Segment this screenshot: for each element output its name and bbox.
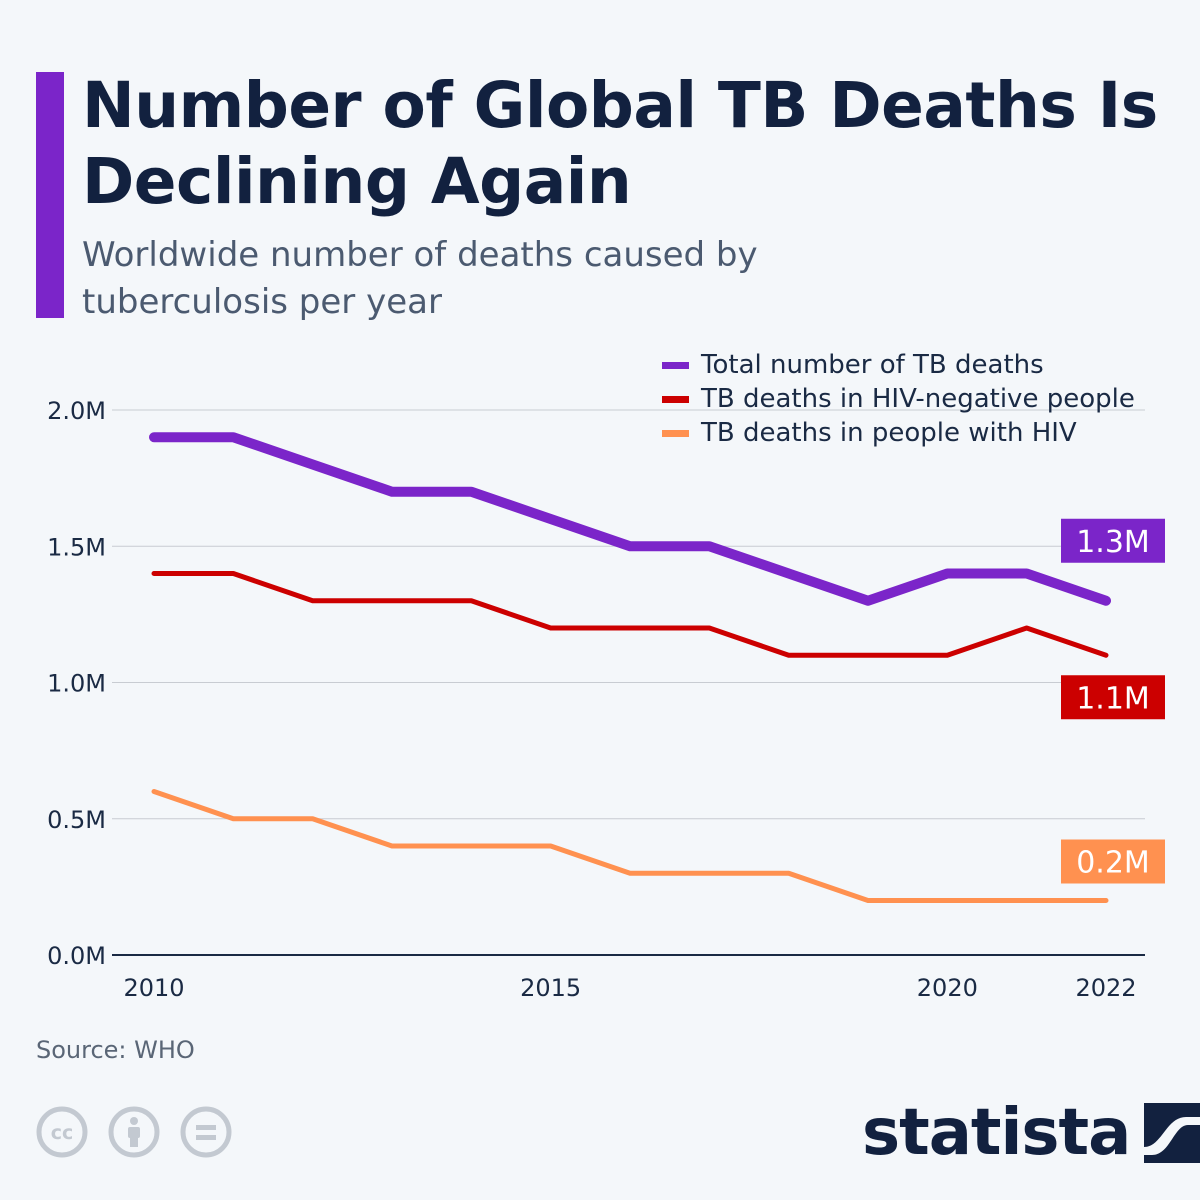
series-line-with-hiv [151, 789, 1109, 903]
statista-logo[interactable]: statista [862, 1096, 1200, 1170]
end-label-box [1061, 518, 1165, 563]
title-accent-bar [36, 72, 64, 318]
y-tick-label: 0.0M [47, 942, 106, 970]
end-label-text: 0.2M [1076, 846, 1150, 881]
end-label-text: 1.1M [1076, 681, 1150, 716]
y-tick-label: 1.5M [47, 533, 106, 561]
end-label-box [1061, 675, 1165, 720]
chart-subtitle: Worldwide number of deaths caused by tub… [82, 235, 758, 322]
y-tick-label: 0.5M [47, 806, 106, 834]
legend: Total number of TB deaths TB deaths in H… [662, 348, 1135, 450]
x-tick-label: 2022 [1075, 974, 1136, 1002]
x-tick-label: 2020 [917, 974, 978, 1002]
legend-item-with-hiv: TB deaths in people with HIV [662, 416, 1135, 450]
creative-commons-icon[interactable]: cc [36, 1106, 88, 1158]
series-line-total [149, 432, 1111, 606]
license-icons: cc [36, 1106, 252, 1158]
y-tick-label: 1.0M [47, 670, 106, 698]
y-tick-label: 2.0M [47, 397, 106, 425]
legend-label-total: Total number of TB deaths [701, 350, 1044, 380]
chart-title: Number of Global TB Deaths Is Declining … [82, 69, 1158, 218]
legend-label-with-hiv: TB deaths in people with HIV [701, 418, 1077, 448]
legend-item-hiv-negative: TB deaths in HIV-negative people [662, 382, 1135, 416]
source-note: Source: WHO [36, 1036, 195, 1064]
end-label-text: 1.3M [1076, 525, 1150, 560]
end-labels: 1.3M 1.1M 0.2M [1061, 518, 1165, 884]
legend-item-total: Total number of TB deaths [662, 348, 1135, 382]
end-label-with-hiv: 0.2M [1061, 839, 1165, 884]
axes: 0.0M 0.5M 1.0M 1.5M 2.0M 2010 2015 2020 2022 [47, 397, 1145, 1002]
legend-swatch-with-hiv [662, 429, 689, 437]
brand-wordmark: statista [862, 1096, 1131, 1170]
x-tick-label: 2010 [123, 974, 184, 1002]
legend-swatch-total [662, 361, 689, 369]
statista-logo-icon [1144, 1103, 1200, 1163]
legend-label-hiv-negative: TB deaths in HIV-negative people [701, 384, 1135, 414]
series-lines [149, 432, 1111, 903]
end-label-hiv-negative: 1.1M [1061, 675, 1165, 720]
series-line-hiv-negative [151, 571, 1109, 658]
svg-text:cc: cc [51, 1122, 74, 1144]
grid-lines [112, 409, 1145, 820]
attribution-icon[interactable] [108, 1106, 160, 1158]
end-label-box [1061, 839, 1165, 884]
legend-swatch-hiv-negative [662, 395, 689, 403]
no-derivatives-icon[interactable] [180, 1106, 232, 1158]
end-label-total: 1.3M [1061, 518, 1165, 563]
x-tick-label: 2015 [520, 974, 581, 1002]
